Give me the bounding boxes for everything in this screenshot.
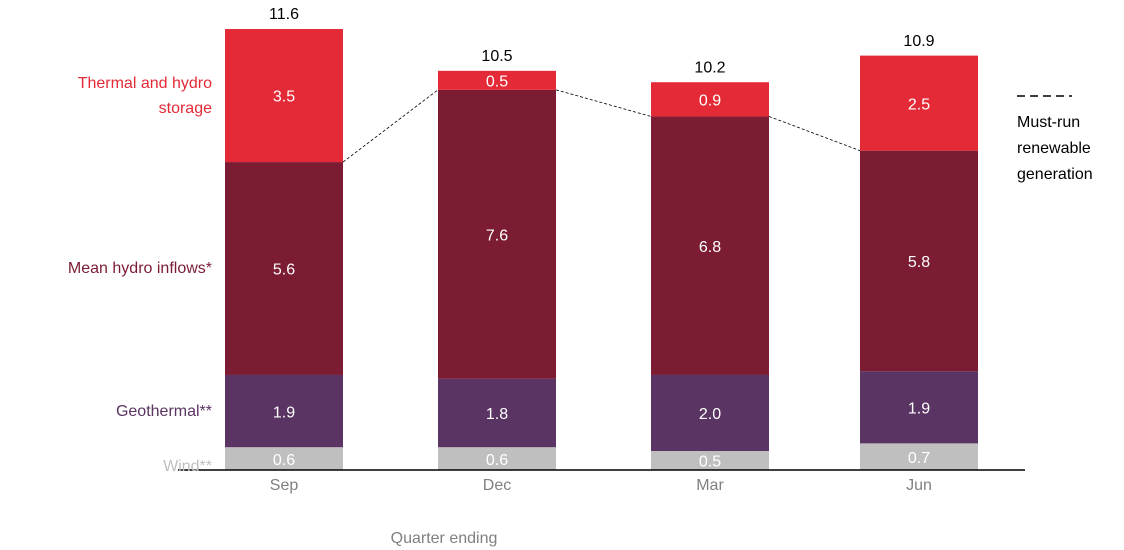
bar-segment — [225, 447, 343, 470]
must-run-line — [555, 89, 652, 117]
value-label: 0.6 — [273, 452, 295, 469]
value-label: 5.6 — [273, 262, 295, 279]
value-label: 0.6 — [486, 452, 508, 469]
bar-segment — [860, 150, 978, 372]
bar-segment — [438, 70, 556, 90]
value-label: 0.7 — [908, 450, 930, 467]
bar-segment — [651, 374, 769, 451]
total-label: 10.9 — [903, 33, 934, 50]
bar-segment — [225, 162, 343, 375]
series-label: Wind** — [163, 458, 212, 476]
value-label: 0.5 — [486, 74, 508, 91]
bar-segment — [860, 371, 978, 444]
value-label: 0.9 — [699, 93, 721, 110]
value-label: 1.9 — [273, 404, 295, 421]
value-label: 2.5 — [908, 96, 930, 113]
series-label: Mean hydro inflows* — [67, 260, 212, 277]
bar-segment — [438, 447, 556, 470]
bar-segment — [651, 82, 769, 117]
x-tick-label: Sep — [270, 477, 299, 494]
series-label: Thermal and hydro storage — [77, 74, 212, 117]
value-label: 2.0 — [699, 406, 721, 423]
total-label: 10.2 — [694, 59, 725, 76]
value-label: 6.8 — [699, 239, 721, 256]
x-tick-label: Mar — [696, 477, 724, 494]
total-label: 10.5 — [481, 48, 512, 65]
bar-segment — [651, 116, 769, 375]
x-tick-label: Dec — [483, 477, 511, 494]
bar-segment — [860, 55, 978, 151]
must-run-line — [342, 89, 439, 163]
x-tick-label: Jun — [906, 477, 932, 494]
bar-segment — [438, 378, 556, 448]
value-label: 1.8 — [486, 406, 508, 423]
bar-segment — [651, 450, 769, 470]
value-label: 7.6 — [486, 228, 508, 245]
value-label: 3.5 — [273, 89, 295, 106]
bar-segment — [438, 89, 556, 379]
bar-segment — [860, 443, 978, 470]
legend-label: Must-run renewable generation — [1017, 114, 1093, 183]
bar-segment — [225, 374, 343, 448]
bar-segment — [225, 29, 343, 163]
x-axis-title: Quarter ending — [391, 530, 498, 547]
must-run-line — [768, 116, 861, 152]
total-label: 11.6 — [269, 6, 299, 23]
value-label: 0.5 — [699, 454, 721, 471]
value-label: 5.8 — [908, 254, 930, 271]
value-label: 1.9 — [908, 400, 930, 417]
series-label: Geothermal** — [115, 402, 212, 420]
